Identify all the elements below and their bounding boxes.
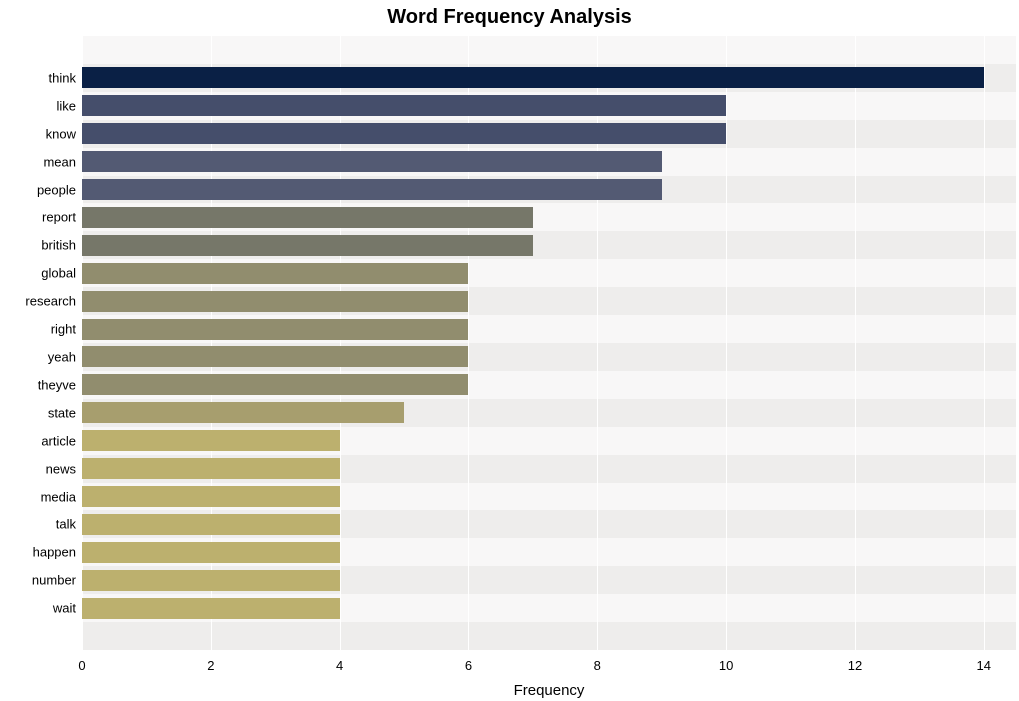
x-tick-label: 10: [719, 650, 733, 673]
y-tick-label: media: [41, 489, 82, 504]
x-tick-label: 12: [848, 650, 862, 673]
y-tick-label: news: [46, 461, 82, 476]
x-tick-label: 6: [465, 650, 472, 673]
bar: [82, 319, 468, 340]
bar: [82, 598, 340, 619]
bar: [82, 570, 340, 591]
y-tick-label: number: [32, 573, 82, 588]
y-tick-label: wait: [53, 601, 82, 616]
y-tick-label: yeah: [48, 349, 82, 364]
y-tick-label: happen: [33, 545, 82, 560]
y-tick-label: like: [56, 98, 82, 113]
y-tick-label: global: [41, 266, 82, 281]
bar: [82, 235, 533, 256]
y-tick-label: report: [42, 210, 82, 225]
y-tick-label: people: [37, 182, 82, 197]
y-tick-label: research: [25, 294, 82, 309]
bar: [82, 402, 404, 423]
bar: [82, 207, 533, 228]
y-tick-label: talk: [56, 517, 82, 532]
y-tick-label: know: [46, 126, 82, 141]
bar: [82, 458, 340, 479]
gridline: [726, 36, 727, 650]
bar: [82, 291, 468, 312]
x-tick-label: 4: [336, 650, 343, 673]
x-tick-label: 2: [207, 650, 214, 673]
bar: [82, 486, 340, 507]
chart-title: Word Frequency Analysis: [0, 6, 1019, 29]
x-tick-label: 14: [977, 650, 991, 673]
y-tick-label: right: [51, 322, 82, 337]
y-tick-label: article: [41, 433, 82, 448]
bar: [82, 430, 340, 451]
bar: [82, 346, 468, 367]
y-tick-label: british: [41, 238, 82, 253]
y-tick-label: state: [48, 405, 82, 420]
bar: [82, 542, 340, 563]
plot-area: thinklikeknowmeanpeoplereportbritishglob…: [82, 36, 1016, 650]
bar: [82, 179, 662, 200]
y-tick-label: think: [49, 70, 82, 85]
gridline: [984, 36, 985, 650]
plot-band: [82, 36, 1016, 64]
bar: [82, 67, 984, 88]
x-axis-label: Frequency: [514, 650, 585, 699]
plot-band: [82, 622, 1016, 650]
bar: [82, 374, 468, 395]
bar: [82, 514, 340, 535]
x-tick-label: 0: [78, 650, 85, 673]
chart-container: Word Frequency Analysis thinklikeknowmea…: [0, 0, 1019, 701]
bar: [82, 123, 726, 144]
y-tick-label: theyve: [38, 377, 82, 392]
y-tick-label: mean: [43, 154, 82, 169]
gridline: [855, 36, 856, 650]
x-tick-label: 8: [594, 650, 601, 673]
bar: [82, 95, 726, 116]
bar: [82, 151, 662, 172]
bar: [82, 263, 468, 284]
